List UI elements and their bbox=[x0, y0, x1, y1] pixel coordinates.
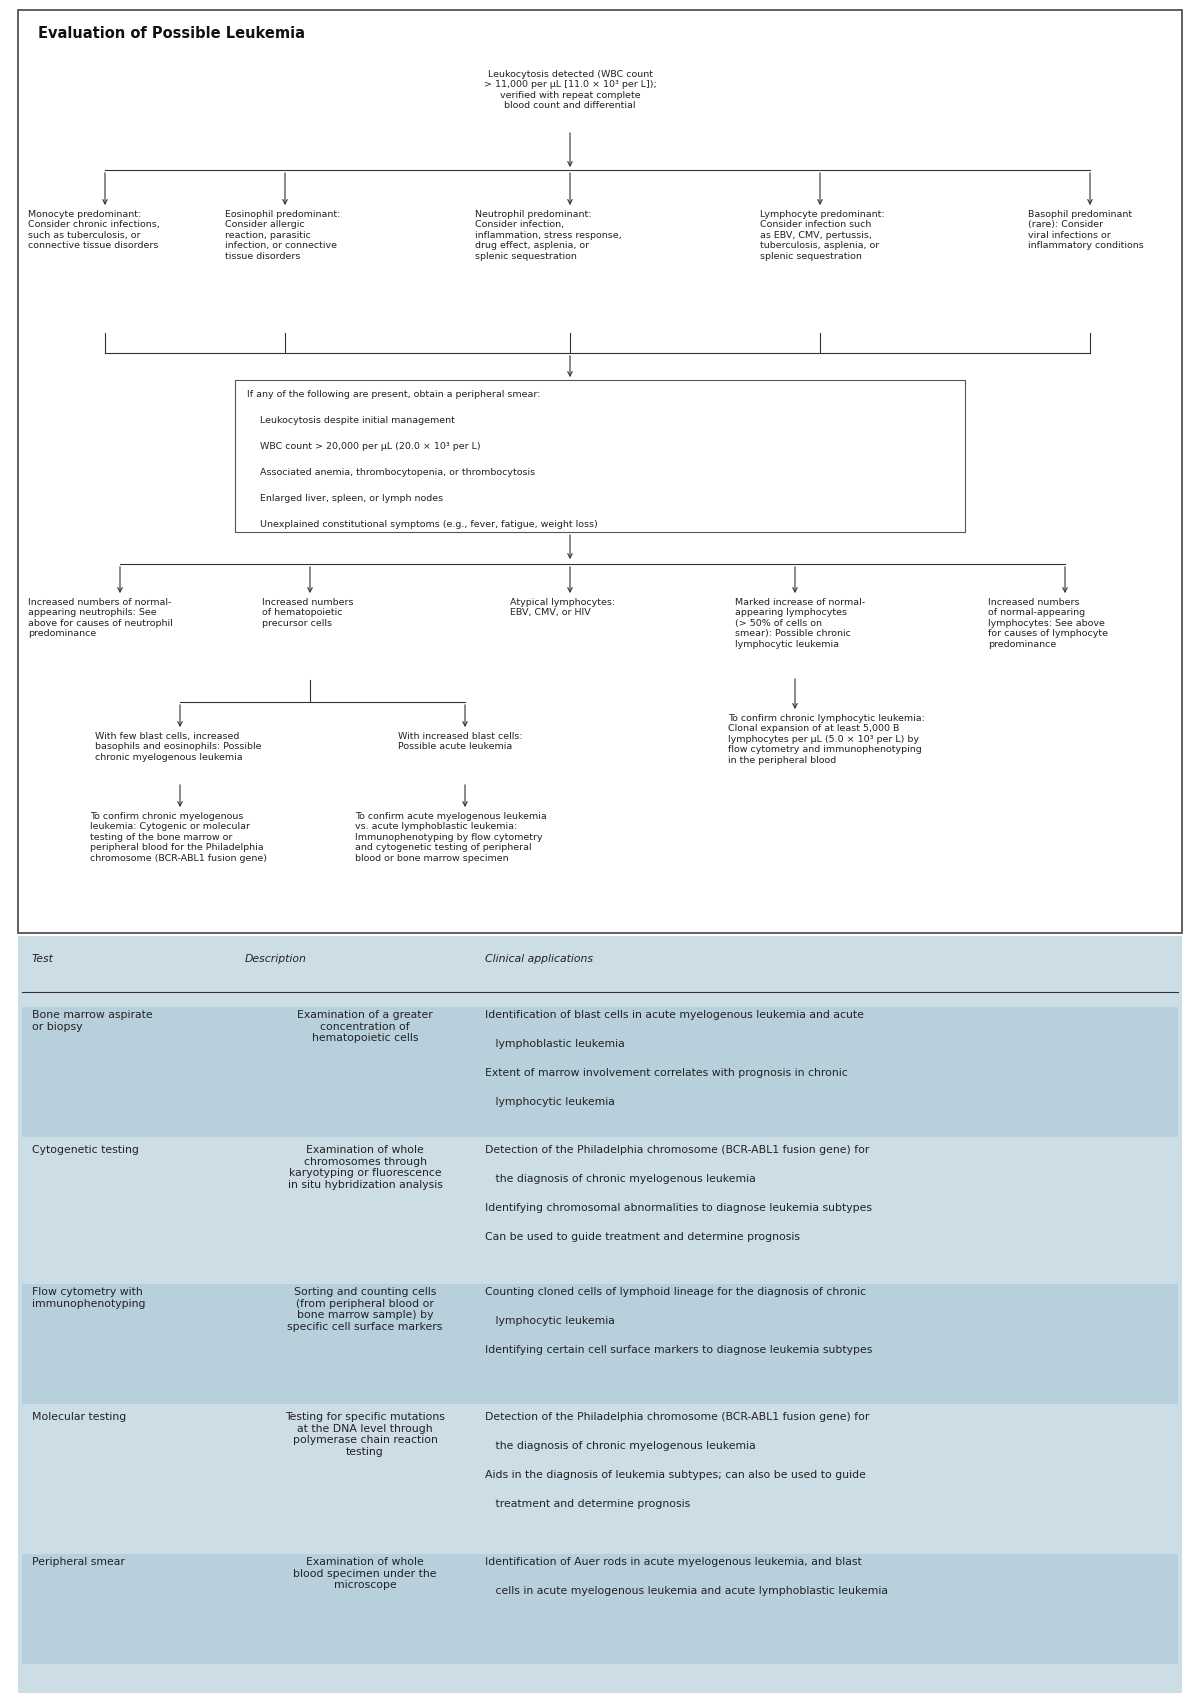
Text: Atypical lymphocytes:
EBV, CMV, or HIV: Atypical lymphocytes: EBV, CMV, or HIV bbox=[510, 598, 616, 618]
Text: With increased blast cells:
Possible acute leukemia: With increased blast cells: Possible acu… bbox=[398, 732, 523, 752]
Text: cells in acute myelogenous leukemia and acute lymphoblastic leukemia: cells in acute myelogenous leukemia and … bbox=[485, 1586, 888, 1596]
FancyBboxPatch shape bbox=[18, 936, 1182, 1693]
Text: Counting cloned cells of lymphoid lineage for the diagnosis of chronic: Counting cloned cells of lymphoid lineag… bbox=[485, 1287, 866, 1297]
Text: Detection of the Philadelphia chromosome (BCR-ABL1 fusion gene) for: Detection of the Philadelphia chromosome… bbox=[485, 1413, 869, 1421]
Text: WBC count > 20,000 per μL (20.0 × 10³ per L): WBC count > 20,000 per μL (20.0 × 10³ pe… bbox=[260, 441, 481, 452]
Text: Test: Test bbox=[32, 954, 54, 964]
FancyBboxPatch shape bbox=[18, 10, 1182, 932]
Text: Unexplained constitutional symptoms (e.g., fever, fatigue, weight loss): Unexplained constitutional symptoms (e.g… bbox=[260, 520, 598, 530]
Text: With few blast cells, increased
basophils and eosinophils: Possible
chronic myel: With few blast cells, increased basophil… bbox=[95, 732, 262, 762]
Text: Neutrophil predominant:
Consider infection,
inflammation, stress response,
drug : Neutrophil predominant: Consider infecti… bbox=[475, 211, 622, 260]
Text: Examination of a greater
concentration of
hematopoietic cells: Examination of a greater concentration o… bbox=[298, 1010, 433, 1043]
Text: To confirm chronic myelogenous
leukemia: Cytogenic or molecular
testing of the b: To confirm chronic myelogenous leukemia:… bbox=[90, 812, 266, 863]
Text: the diagnosis of chronic myelogenous leukemia: the diagnosis of chronic myelogenous leu… bbox=[485, 1442, 756, 1452]
Text: Examination of whole
chromosomes through
karyotyping or fluorescence
in situ hyb: Examination of whole chromosomes through… bbox=[288, 1144, 443, 1190]
Text: Extent of marrow involvement correlates with prognosis in chronic: Extent of marrow involvement correlates … bbox=[485, 1068, 847, 1078]
Text: Can be used to guide treatment and determine prognosis: Can be used to guide treatment and deter… bbox=[485, 1233, 800, 1241]
Text: Monocyte predominant:
Consider chronic infections,
such as tuberculosis, or
conn: Monocyte predominant: Consider chronic i… bbox=[28, 211, 160, 250]
Text: Identifying certain cell surface markers to diagnose leukemia subtypes: Identifying certain cell surface markers… bbox=[485, 1345, 872, 1355]
Text: Leukocytosis despite initial management: Leukocytosis despite initial management bbox=[260, 416, 455, 424]
Text: Clinical applications: Clinical applications bbox=[485, 954, 593, 964]
Text: Detection of the Philadelphia chromosome (BCR-ABL1 fusion gene) for: Detection of the Philadelphia chromosome… bbox=[485, 1144, 869, 1155]
FancyBboxPatch shape bbox=[22, 1554, 1178, 1664]
Text: lymphocytic leukemia: lymphocytic leukemia bbox=[485, 1316, 614, 1326]
Text: If any of the following are present, obtain a peripheral smear:: If any of the following are present, obt… bbox=[247, 391, 540, 399]
Text: Associated anemia, thrombocytopenia, or thrombocytosis: Associated anemia, thrombocytopenia, or … bbox=[260, 469, 535, 477]
Text: Lymphocyte predominant:
Consider infection such
as EBV, CMV, pertussis,
tubercul: Lymphocyte predominant: Consider infecti… bbox=[760, 211, 884, 260]
Text: To confirm acute myelogenous leukemia
vs. acute lymphoblastic leukemia:
Immunoph: To confirm acute myelogenous leukemia vs… bbox=[355, 812, 547, 863]
Text: Flow cytometry with
immunophenotyping: Flow cytometry with immunophenotyping bbox=[32, 1287, 145, 1309]
Text: Evaluation of Possible Leukemia: Evaluation of Possible Leukemia bbox=[38, 25, 305, 41]
FancyBboxPatch shape bbox=[235, 380, 965, 531]
Text: Testing for specific mutations
at the DNA level through
polymerase chain reactio: Testing for specific mutations at the DN… bbox=[286, 1413, 445, 1457]
Text: Leukocytosis detected (WBC count
> 11,000 per μL [11.0 × 10³ per L]);
verified w: Leukocytosis detected (WBC count > 11,00… bbox=[484, 70, 656, 110]
Text: Eosinophil predominant:
Consider allergic
reaction, parasitic
infection, or conn: Eosinophil predominant: Consider allergi… bbox=[226, 211, 341, 260]
Text: lymphocytic leukemia: lymphocytic leukemia bbox=[485, 1097, 614, 1107]
Text: Description: Description bbox=[245, 954, 307, 964]
Text: Molecular testing: Molecular testing bbox=[32, 1413, 126, 1421]
Text: Enlarged liver, spleen, or lymph nodes: Enlarged liver, spleen, or lymph nodes bbox=[260, 494, 443, 503]
Text: Sorting and counting cells
(from peripheral blood or
bone marrow sample) by
spec: Sorting and counting cells (from periphe… bbox=[287, 1287, 443, 1331]
Text: Marked increase of normal-
appearing lymphocytes
(> 50% of cells on
smear): Poss: Marked increase of normal- appearing lym… bbox=[734, 598, 865, 649]
FancyBboxPatch shape bbox=[22, 1007, 1178, 1138]
Text: Peripheral smear: Peripheral smear bbox=[32, 1557, 125, 1567]
Text: To confirm chronic lymphocytic leukemia:
Clonal expansion of at least 5,000 B
ly: To confirm chronic lymphocytic leukemia:… bbox=[728, 713, 925, 764]
Text: Examination of whole
blood specimen under the
microscope: Examination of whole blood specimen unde… bbox=[293, 1557, 437, 1591]
Text: the diagnosis of chronic myelogenous leukemia: the diagnosis of chronic myelogenous leu… bbox=[485, 1173, 756, 1184]
Text: Increased numbers
of normal-appearing
lymphocytes: See above
for causes of lymph: Increased numbers of normal-appearing ly… bbox=[988, 598, 1108, 649]
Text: Identification of Auer rods in acute myelogenous leukemia, and blast: Identification of Auer rods in acute mye… bbox=[485, 1557, 862, 1567]
Text: Cytogenetic testing: Cytogenetic testing bbox=[32, 1144, 139, 1155]
Text: Bone marrow aspirate
or biopsy: Bone marrow aspirate or biopsy bbox=[32, 1010, 152, 1032]
Text: Aids in the diagnosis of leukemia subtypes; can also be used to guide: Aids in the diagnosis of leukemia subtyp… bbox=[485, 1470, 866, 1481]
Text: Basophil predominant
(rare): Consider
viral infections or
inflammatory condition: Basophil predominant (rare): Consider vi… bbox=[1028, 211, 1144, 250]
Text: lymphoblastic leukemia: lymphoblastic leukemia bbox=[485, 1039, 625, 1049]
Text: treatment and determine prognosis: treatment and determine prognosis bbox=[485, 1499, 690, 1510]
Text: Increased numbers of normal-
appearing neutrophils: See
above for causes of neut: Increased numbers of normal- appearing n… bbox=[28, 598, 173, 638]
Text: Identification of blast cells in acute myelogenous leukemia and acute: Identification of blast cells in acute m… bbox=[485, 1010, 864, 1020]
Text: Increased numbers
of hematopoietic
precursor cells: Increased numbers of hematopoietic precu… bbox=[262, 598, 354, 628]
Text: Identifying chromosomal abnormalities to diagnose leukemia subtypes: Identifying chromosomal abnormalities to… bbox=[485, 1202, 872, 1212]
FancyBboxPatch shape bbox=[22, 1284, 1178, 1404]
